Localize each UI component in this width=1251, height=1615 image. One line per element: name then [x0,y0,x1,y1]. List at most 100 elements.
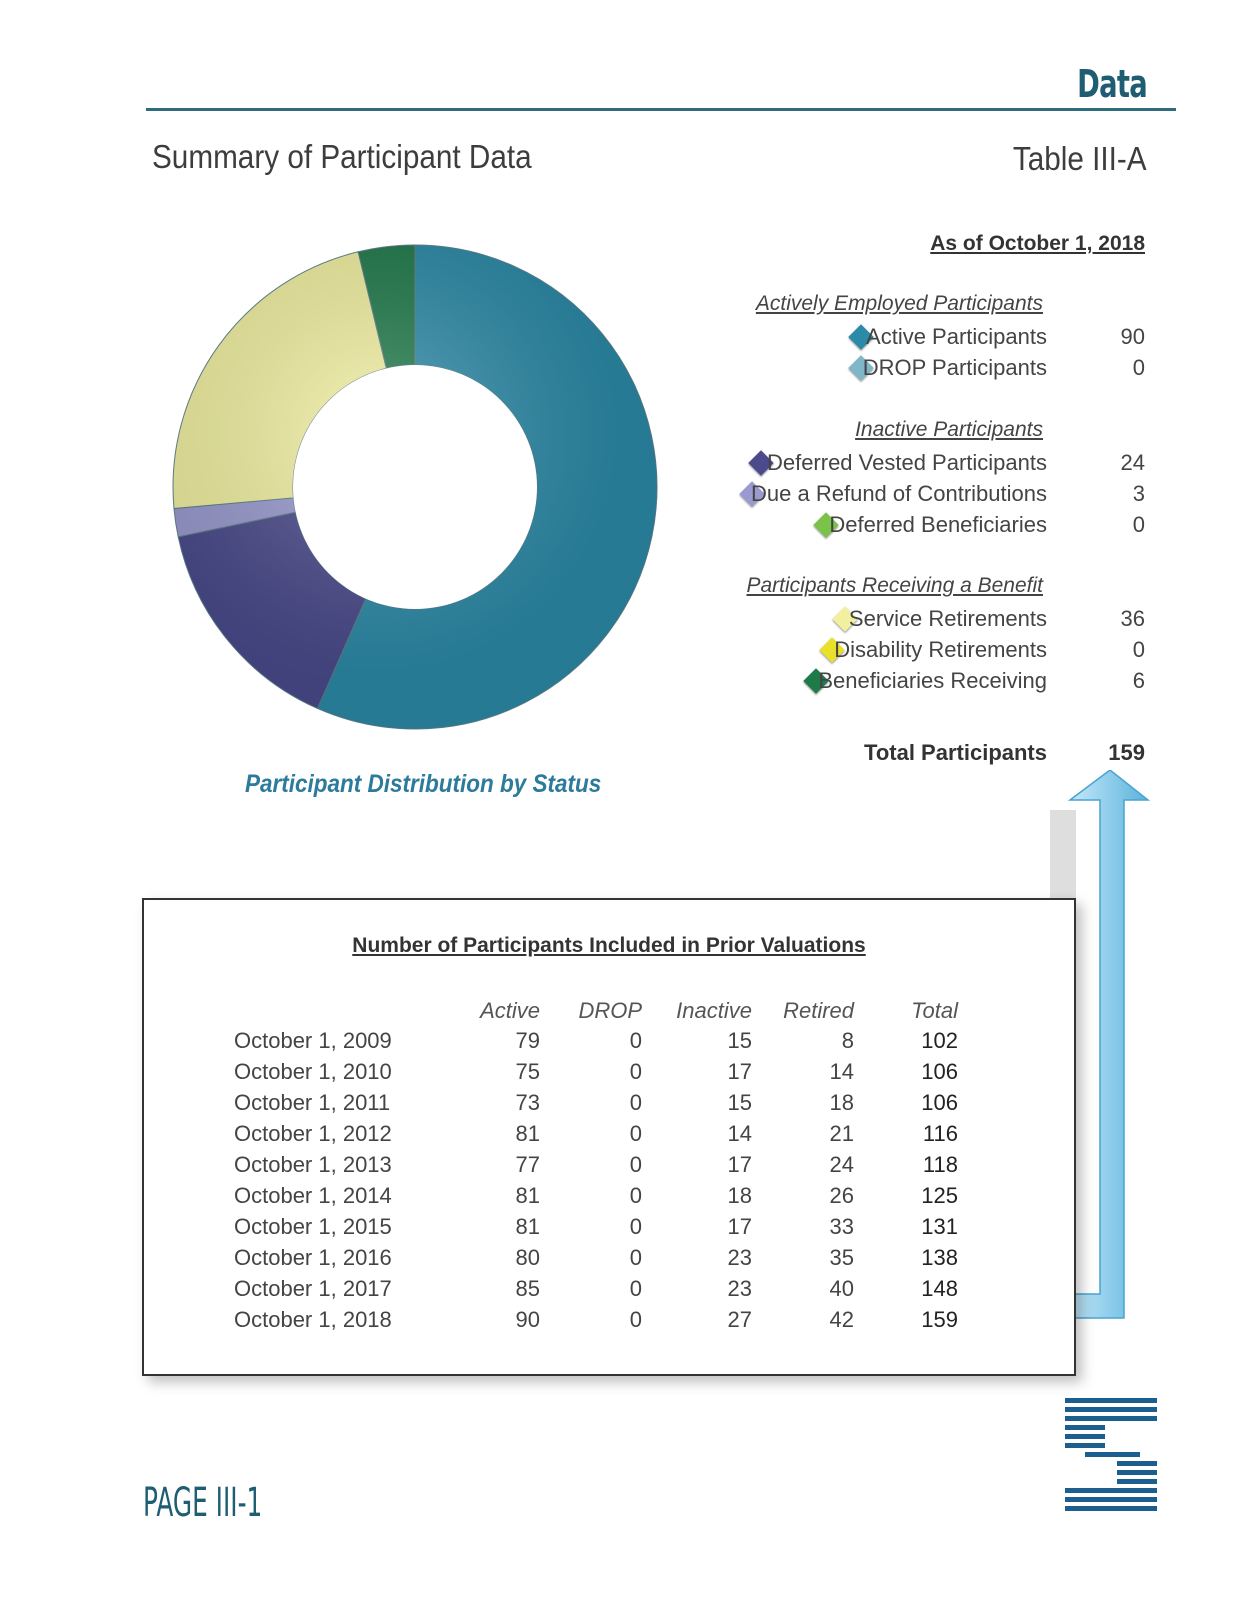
cell-drop: 0 [629,1059,642,1084]
cell-active: 85 [515,1276,540,1301]
cell-total: 102 [921,1028,958,1053]
beneficiaries-receiving-label: Beneficiaries Receiving [818,668,1047,693]
cell-inactive: 15 [727,1090,752,1115]
cell-date: October 1, 2011 [234,1090,391,1115]
cell-retired: 42 [829,1307,854,1332]
column-header-inactive: Inactive [676,998,752,1023]
column-header-total: Total [911,998,958,1023]
cell-total: 106 [921,1090,958,1115]
page-number: PAGE III-1 [143,1480,263,1526]
cell-inactive: 14 [727,1121,752,1146]
cell-active: 81 [515,1121,540,1146]
cell-date: October 1, 2018 [234,1307,392,1332]
page-title: Summary of Participant Data [152,138,532,175]
beneficiaries-receiving-count: 6 [1132,668,1145,693]
column-header-active: Active [480,998,540,1023]
cell-retired: 35 [829,1245,854,1270]
cell-active: 75 [515,1059,540,1084]
cell-retired: 18 [829,1090,854,1115]
cell-date: October 1, 2012 [234,1121,392,1146]
total-participants-value: 159 [1108,740,1145,765]
group-heading-receiving: Participants Receiving a Benefit [746,574,1044,597]
cell-retired: 33 [829,1214,854,1239]
service-retirements-label: Service Retirements [848,606,1047,631]
cell-retired: 40 [829,1276,854,1301]
cell-active: 73 [515,1090,540,1115]
cell-drop: 0 [629,1152,642,1177]
service-retirements-count: 36 [1120,606,1145,631]
refund-label: Due a Refund of Contributions [751,481,1047,506]
column-header-retired: Retired [783,998,854,1023]
header-rule [146,108,1176,111]
drop-participants-label: DROP Participants [862,355,1047,380]
cell-retired: 8 [841,1028,854,1053]
cell-date: October 1, 2016 [234,1245,392,1270]
refund-count: 3 [1132,481,1145,506]
cell-drop: 0 [629,1121,642,1146]
cell-date: October 1, 2015 [234,1214,392,1239]
active-participants-count: 90 [1120,324,1145,349]
cell-drop: 0 [629,1307,642,1332]
disability-retirements-label: Disability Retirements [834,637,1047,662]
cell-total: 131 [921,1214,958,1239]
deferred-vested-label: Deferred Vested Participants [766,450,1047,475]
deferred-vested-count: 24 [1120,450,1145,475]
cell-total: 138 [921,1245,958,1270]
donut-slices [172,244,658,730]
cell-inactive: 17 [727,1059,752,1084]
cell-date: October 1, 2013 [234,1152,392,1177]
cell-retired: 14 [829,1059,854,1084]
cell-active: 90 [515,1307,540,1332]
column-header-drop: DROP [578,998,642,1023]
cell-total: 125 [921,1183,958,1208]
cell-active: 81 [515,1214,540,1239]
cell-date: October 1, 2009 [234,1028,392,1053]
deferred-beneficiaries-count: 0 [1132,512,1145,537]
donut-shading [173,245,657,729]
deferred-beneficiaries-label: Deferred Beneficiaries [829,512,1047,537]
cell-total: 148 [921,1276,958,1301]
group-heading-active: Actively Employed Participants [755,292,1043,315]
cell-date: October 1, 2010 [234,1059,392,1084]
cell-total: 106 [921,1059,958,1084]
cell-inactive: 23 [727,1276,752,1301]
cell-inactive: 18 [727,1183,752,1208]
cell-total: 116 [922,1121,958,1146]
cell-active: 77 [515,1152,540,1177]
cell-date: October 1, 2014 [234,1183,392,1208]
cell-total: 118 [922,1152,958,1177]
cell-inactive: 15 [727,1028,752,1053]
cell-date: October 1, 2017 [234,1276,392,1301]
cell-drop: 0 [629,1028,642,1053]
total-participants-label: Total Participants [864,740,1047,765]
table-id: Table III-A [1013,140,1147,177]
cell-inactive: 27 [727,1307,752,1332]
cell-retired: 26 [829,1183,854,1208]
cell-drop: 0 [629,1090,642,1115]
prior-valuations-title: Number of Participants Included in Prior… [352,934,866,957]
company-logo [1065,1398,1157,1511]
participant-donut-chart [172,244,658,730]
disability-retirements-count: 0 [1132,637,1145,662]
cell-active: 80 [515,1245,540,1270]
cell-drop: 0 [629,1276,642,1301]
donut-hole [293,365,537,609]
cell-active: 81 [515,1183,540,1208]
chart-title: Participant Distribution by Status [245,770,602,798]
cell-total: 159 [921,1307,958,1332]
cell-drop: 0 [629,1214,642,1239]
section-title: Data [1077,62,1148,106]
cell-inactive: 23 [727,1245,752,1270]
cell-drop: 0 [629,1245,642,1270]
cell-drop: 0 [629,1183,642,1208]
drop-participants-count: 0 [1132,355,1145,380]
cell-active: 79 [515,1028,540,1053]
group-heading-inactive: Inactive Participants [855,418,1043,441]
as-of-date: As of October 1, 2018 [930,232,1145,255]
cell-retired: 21 [829,1121,854,1146]
cell-retired: 24 [829,1152,854,1177]
cell-inactive: 17 [727,1214,752,1239]
active-participants-label: Active Participants [866,324,1047,349]
cell-inactive: 17 [727,1152,752,1177]
prior-valuations-box: Number of Participants Included in Prior… [142,898,1076,1376]
